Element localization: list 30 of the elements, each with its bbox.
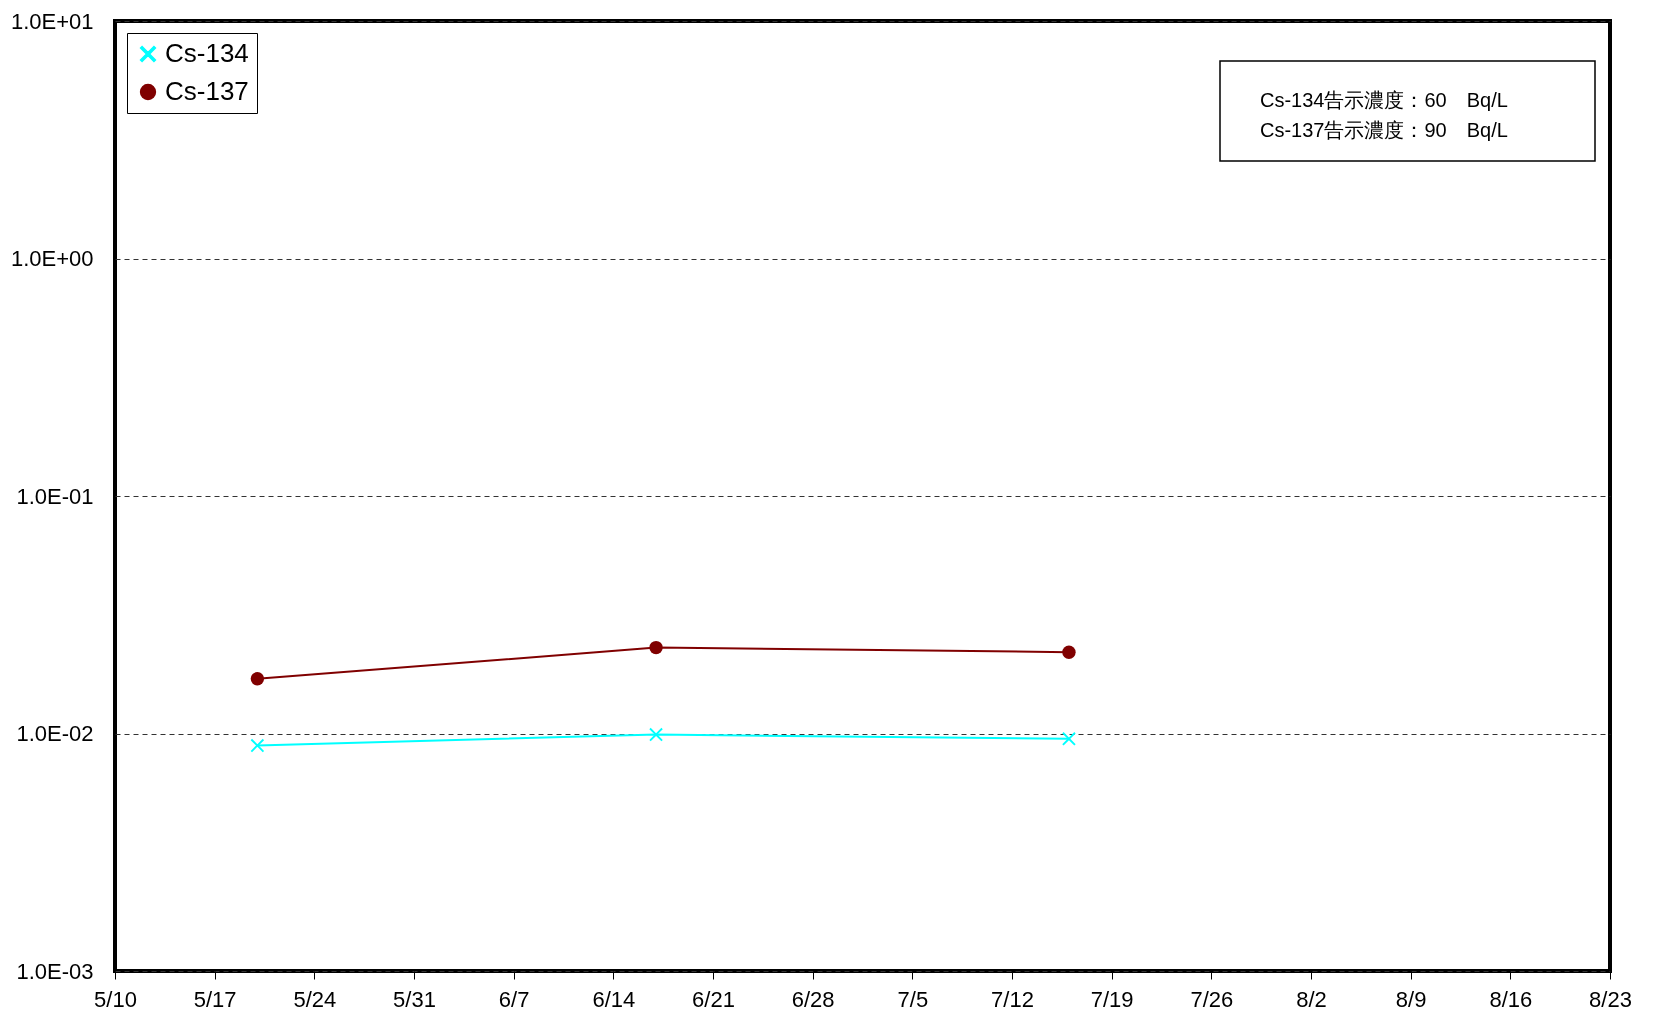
x-tick-label: 8/23 <box>1589 986 1632 1012</box>
x-tick-label: 7/5 <box>897 986 929 1012</box>
annotation: Cs-137告示濃度：90 Bq/L <box>1260 119 1508 141</box>
point <box>250 738 265 753</box>
point <box>1062 645 1076 659</box>
x-tick-label: 7/12 <box>991 986 1034 1012</box>
x-tick-label: 5/31 <box>393 986 436 1012</box>
y-tick-label: 1.0E-01 <box>16 483 94 509</box>
x-tick-label: 5/24 <box>293 986 337 1012</box>
x-tick-label: 7/19 <box>1090 986 1134 1012</box>
x-tick-label: 7/26 <box>1190 986 1234 1012</box>
x-tick-label: 6/14 <box>592 986 636 1012</box>
point <box>1062 732 1076 746</box>
y-tick-label: 1.0E+01 <box>10 8 94 34</box>
x-tick-label: 6/7 <box>498 986 530 1012</box>
x-tick-label: 5/10 <box>94 986 137 1012</box>
legend-label: Cs-137 <box>165 76 249 106</box>
x-tick-label: 8/16 <box>1489 986 1533 1012</box>
y-tick-label: 1.0E-03 <box>16 958 94 984</box>
x-tick-label: 8/9 <box>1395 986 1427 1012</box>
legend-label: Cs-134 <box>165 38 249 68</box>
x-tick-label: 8/2 <box>1296 986 1327 1012</box>
annotation: Cs-134告示濃度：60 Bq/L <box>1260 89 1508 111</box>
point <box>649 640 663 655</box>
y-tick-label: 1.0E-02 <box>16 721 94 746</box>
x-tick-label: 5/17 <box>193 986 237 1012</box>
x-tick-label: 6/28 <box>791 986 835 1012</box>
x-tick-label: 6/21 <box>692 986 735 1012</box>
y-tick-label: 1.0E+00 <box>10 246 94 271</box>
point <box>250 672 265 686</box>
